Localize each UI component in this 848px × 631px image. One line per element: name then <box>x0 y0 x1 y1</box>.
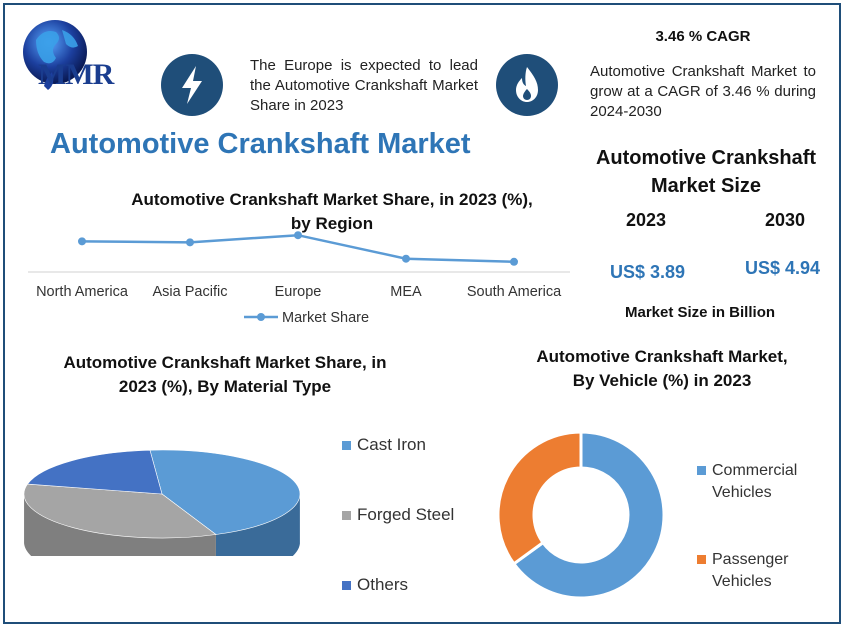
logo-text: MMR <box>38 58 114 91</box>
region-chart-title-line2: by Region <box>290 214 374 233</box>
x-tick-label: Asia Pacific <box>153 284 228 300</box>
legend-item: Passenger Vehicles <box>697 549 789 593</box>
material-pie-chart <box>23 449 301 556</box>
vehicle-chart-title: Automotive Crankshaft Market, By Vehicle… <box>500 345 824 393</box>
region-line-chart: North America Asia Pacific Europe MEA South … <box>28 231 570 326</box>
market-size-title-line2: Market Size <box>650 175 762 197</box>
europe-note: The Europe is expected to lead the Autom… <box>250 57 478 114</box>
pie-slice <box>23 483 217 539</box>
legend-swatch <box>697 555 706 565</box>
cagr-text: Automotive Crankshaft Market to grow at … <box>590 63 816 120</box>
pie-slice <box>149 449 301 535</box>
page-frame <box>3 3 841 624</box>
value-2030: US$ 4.94 <box>745 258 821 278</box>
data-point <box>78 237 86 246</box>
legend-label: Cast Iron <box>357 435 426 454</box>
year-2030: 2030 <box>765 210 806 230</box>
legend-item: Cast Iron <box>342 435 426 455</box>
legend-label: Commercial <box>712 462 798 479</box>
legend-label: Market Share <box>282 310 369 326</box>
material-chart-title: Automotive Crankshaft Market Share, in 2… <box>40 351 410 399</box>
vehicle-donut-chart <box>496 430 666 600</box>
legend-item: Others <box>342 575 408 595</box>
vehicle-chart-title-line2: By Vehicle (%) in 2023 <box>572 371 752 390</box>
market-size-title: Automotive Crankshaft Market Size <box>585 144 827 200</box>
legend-swatch <box>342 581 351 591</box>
legend-marker <box>257 313 265 321</box>
legend-label: Passenger <box>712 551 789 568</box>
vehicle-chart-title-line1: Automotive Crankshaft Market, <box>536 347 788 366</box>
pie-slice <box>26 449 163 495</box>
legend-label: Forged Steel <box>357 505 455 524</box>
material-chart-title-line1: Automotive Crankshaft Market Share, in <box>63 353 387 372</box>
legend-item: Forged Steel <box>342 505 454 525</box>
vehicle-legend: Commercial Vehicles Passenger Vehicles <box>697 460 827 600</box>
material-legend: Cast Iron Forged Steel Others <box>342 435 492 605</box>
legend-swatch <box>697 466 706 476</box>
flame-icon <box>496 54 558 116</box>
market-size-title-line1: Automotive Crankshaft <box>595 147 817 169</box>
donut-slice <box>511 430 666 600</box>
legend-swatch <box>342 511 351 521</box>
legend-label-line2: Vehicles <box>712 573 772 590</box>
x-tick-label: MEA <box>390 284 422 300</box>
year-2023: 2023 <box>626 210 667 230</box>
legend-swatch <box>342 441 351 451</box>
data-point <box>186 238 194 247</box>
logo: MMR <box>18 14 138 104</box>
data-point <box>402 254 410 263</box>
value-2023: US$ 3.89 <box>610 262 686 282</box>
globe-icon <box>23 20 87 90</box>
legend-label: Others <box>357 575 409 594</box>
legend-item: Commercial Vehicles <box>697 460 797 504</box>
lightning-icon <box>161 54 223 116</box>
x-tick-label: South America <box>467 284 562 300</box>
material-chart-title-line2: 2023 (%), By Material Type <box>118 377 332 396</box>
x-tick-label: Europe <box>275 284 322 300</box>
data-point <box>294 231 302 240</box>
region-chart-title-line1: Automotive Crankshaft Market Share, in 2… <box>131 190 533 209</box>
donut-slice <box>496 430 583 566</box>
data-point <box>510 257 518 266</box>
market-size-unit-note: Market Size in Billion <box>624 304 776 321</box>
x-tick-label: North America <box>36 284 129 300</box>
pie-slice-side <box>24 495 216 556</box>
main-title: Automotive Crankshaft Market <box>50 128 471 160</box>
region-chart-title: Automotive Crankshaft Market Share, in 2… <box>100 188 564 236</box>
legend-label-line2: Vehicles <box>712 484 772 501</box>
cagr-title: 3.46 % CAGR <box>655 28 751 45</box>
